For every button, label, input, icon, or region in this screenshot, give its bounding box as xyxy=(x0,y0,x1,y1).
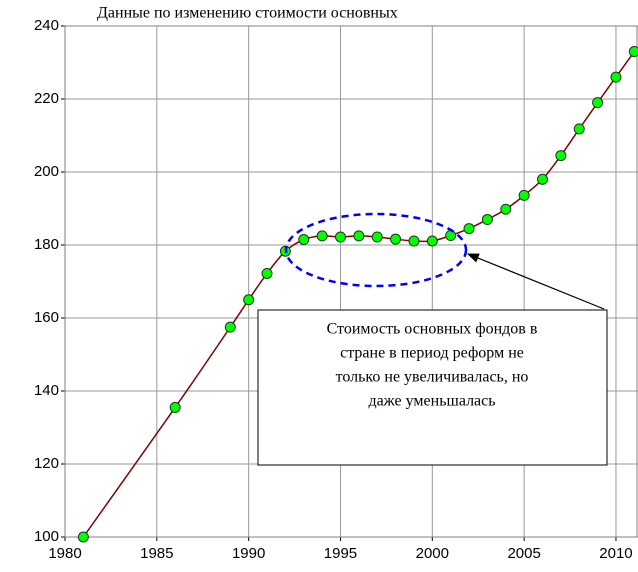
x-tick-label: 2010 xyxy=(599,545,632,562)
plot-frame xyxy=(64,25,638,538)
data-point xyxy=(592,97,604,109)
data-point xyxy=(408,235,420,247)
y-tick-label: 140 xyxy=(34,382,59,399)
data-point xyxy=(371,231,383,243)
x-tick-label: 2000 xyxy=(416,545,449,562)
data-point xyxy=(334,231,346,243)
data-point xyxy=(628,46,638,58)
x-tick-label: 2005 xyxy=(507,545,540,562)
data-point xyxy=(463,223,475,235)
x-tick-label: 1995 xyxy=(324,545,357,562)
y-tick-label: 100 xyxy=(34,528,59,545)
annotation-text: только не увеличивалась, но xyxy=(336,369,529,386)
data-point xyxy=(298,234,310,246)
y-tick-label: 220 xyxy=(34,90,59,107)
y-tick-label: 120 xyxy=(34,455,59,472)
data-point xyxy=(518,189,530,201)
data-point xyxy=(353,230,365,242)
data-point xyxy=(316,230,328,242)
annotation-text: стране в период реформ не xyxy=(340,345,524,362)
data-point xyxy=(610,71,622,83)
data-point xyxy=(500,203,512,215)
annotation-text: Стоимость основных фондов в xyxy=(327,321,538,338)
y-tick-label: 200 xyxy=(34,163,59,180)
data-point xyxy=(555,150,567,162)
x-tick-label: 1985 xyxy=(140,545,173,562)
annotation-box xyxy=(257,309,608,466)
data-point xyxy=(261,267,273,279)
data-point xyxy=(481,213,493,225)
y-tick-label: 240 xyxy=(34,17,59,34)
data-point xyxy=(243,294,255,306)
data-point xyxy=(169,401,181,413)
y-tick-label: 160 xyxy=(34,309,59,326)
data-point xyxy=(537,173,548,185)
x-tick-label: 1990 xyxy=(232,545,265,562)
y-tick-label: 180 xyxy=(34,236,59,253)
data-point xyxy=(77,531,89,543)
highlight-ellipse xyxy=(284,212,468,288)
annotation-arrow xyxy=(466,253,605,310)
data-point xyxy=(224,321,236,333)
data-point xyxy=(445,230,457,242)
data-point xyxy=(573,123,585,135)
chart-title: Данные по изменению стоимости основных xyxy=(97,5,398,22)
data-point xyxy=(390,233,402,245)
data-point xyxy=(426,235,438,247)
annotation-text: даже уменьшалась xyxy=(368,393,495,410)
x-tick-label: 1980 xyxy=(48,545,81,562)
